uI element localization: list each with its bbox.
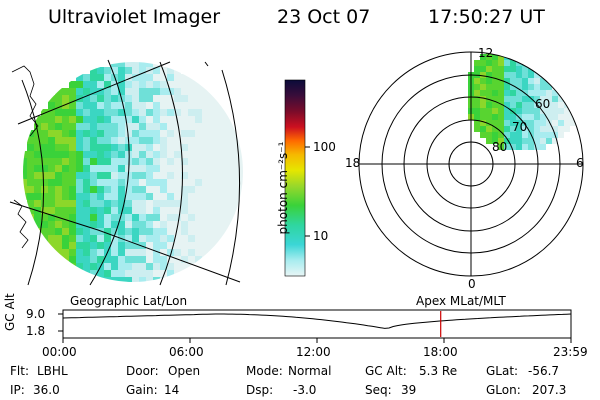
glon-value: 207.3: [532, 383, 567, 397]
colorbar-tick-label: 10: [313, 229, 329, 243]
altitude-timeline: [58, 309, 572, 343]
latlon-grid: [9, 59, 241, 286]
timeline-xtick: 18:00: [423, 345, 458, 359]
polar-plot: [358, 51, 584, 277]
gain-value: 14: [164, 383, 180, 397]
timeline-ylabel: GC Alt: [3, 293, 17, 331]
altitude-curve: [62, 313, 572, 329]
door-label: Door:: [126, 364, 159, 378]
magnetic-panel-label: Apex MLat/MLT: [416, 294, 506, 308]
filter-value: LBHL: [37, 364, 68, 378]
mode-value: Normal: [288, 364, 332, 378]
gc-alt-label: GC Alt:: [365, 364, 407, 378]
geographic-image: [9, 59, 243, 286]
lat-label: 70: [512, 120, 528, 134]
timeline-ytick: 9.0: [26, 307, 46, 321]
gc-alt-value: 5.3 Re: [419, 364, 458, 378]
filter-label: Flt:: [10, 364, 29, 378]
seq-label: Seq:: [365, 383, 392, 397]
lat-label: 80: [492, 140, 508, 154]
timeline-xtick: 12:00: [296, 345, 331, 359]
lat-label: 60: [535, 97, 551, 111]
mlt-label-right: 6: [576, 156, 584, 170]
mlt-label-top: 12: [478, 46, 494, 60]
mode-label: Mode:: [246, 364, 283, 378]
dsp-value: -3.0: [293, 383, 317, 397]
timeline-xtick: 06:00: [169, 345, 204, 359]
gain-label: Gain:: [126, 383, 158, 397]
instrument-title: Ultraviolet Imager: [48, 6, 221, 28]
timeline-xtick: 23:59: [553, 345, 588, 359]
door-value: Open: [168, 364, 201, 378]
colorbar-tick-label: 100: [313, 140, 336, 154]
dsp-label: Dsp:: [246, 383, 274, 397]
ip-label: IP:: [10, 383, 25, 397]
mlt-label-bottom: 0: [468, 277, 476, 291]
image-date: 23 Oct 07: [277, 6, 371, 28]
image-time: 17:50:27 UT: [428, 6, 545, 28]
colorbar-unit-label: photon cm⁻²s⁻¹: [276, 141, 290, 235]
geographic-panel-label: Geographic Lat/Lon: [70, 294, 188, 308]
ip-value: 36.0: [33, 383, 60, 397]
timeline-ytick: 1.8: [26, 324, 46, 338]
glat-label: GLat:: [486, 364, 519, 378]
timeline-frame: [62, 309, 572, 339]
glat-value: -56.7: [528, 364, 560, 378]
glon-label: GLon:: [486, 383, 521, 397]
timeline-xtick: 00:00: [42, 345, 77, 359]
colorbar: [284, 79, 306, 277]
seq-value: 39: [401, 383, 417, 397]
mlt-label-left: 18: [345, 156, 361, 170]
